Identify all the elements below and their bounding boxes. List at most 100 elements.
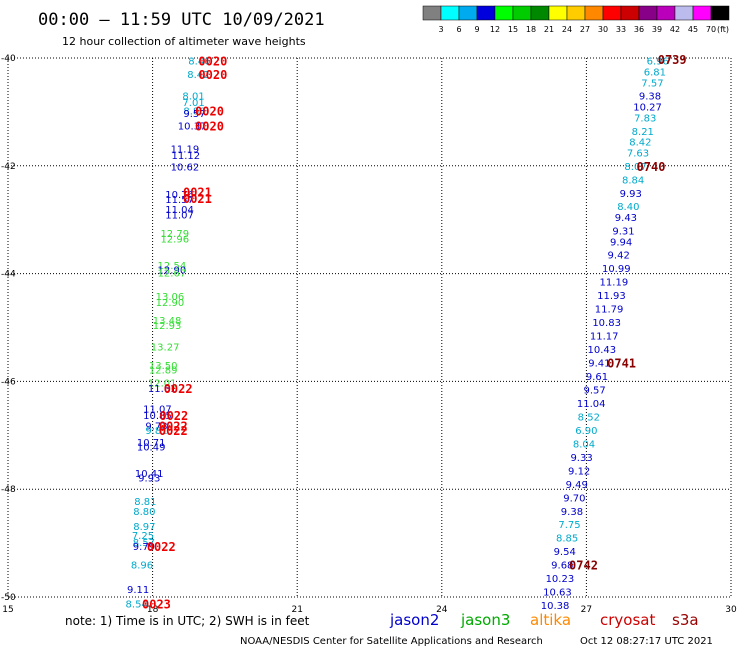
wave-height-label: 9.57	[583, 385, 605, 396]
legend-swatch	[692, 5, 712, 21]
wave-height-label: 11.04	[165, 205, 194, 216]
wave-height-label: 12.90	[156, 298, 185, 309]
legend-label: 3	[438, 25, 443, 34]
wave-height-label: 13.27	[151, 342, 180, 353]
wave-height-label: 8.40	[617, 202, 639, 213]
wave-height-label: 9.70	[563, 493, 585, 504]
legend-swatch	[476, 5, 496, 21]
wave-height-label: 8.42	[629, 138, 651, 149]
satellite-name: jason2	[389, 611, 439, 629]
wave-height-label: 9.93	[620, 189, 642, 200]
wave-height-label: 7.25	[132, 531, 154, 542]
wave-height-label: 9.11	[127, 585, 149, 596]
plot-border	[7, 57, 732, 598]
wave-height-label: 10.41	[135, 469, 164, 480]
wave-height-label: 9.31	[612, 226, 634, 237]
legend-swatch	[638, 5, 658, 21]
legend-label: (ft)	[717, 25, 729, 34]
x-tick-label: 21	[291, 605, 302, 615]
wave-height-label: 7.63	[627, 148, 649, 159]
pass-time-label: 0020	[198, 68, 227, 82]
wave-height-label: 12.67	[158, 269, 187, 280]
wave-height-label: 12.93	[153, 321, 182, 332]
wave-height-label: 9.42	[608, 251, 630, 262]
pass-time-label: 0022	[147, 540, 176, 554]
wave-height-label: 9.57	[183, 109, 205, 120]
pass-time-label: 0021	[183, 186, 212, 200]
wave-height-label: 9.93	[138, 473, 160, 484]
timestamp-text: Oct 12 08:27:17 UTC 2021	[580, 636, 713, 647]
x-tick-label: 30	[725, 605, 737, 615]
wave-height-label: 8.85	[556, 534, 578, 545]
legend-swatch	[710, 5, 730, 21]
wave-height-label: 9.73	[145, 422, 167, 433]
wave-height-label: 13.50	[149, 361, 178, 372]
wave-height-label: 11.79	[595, 305, 624, 316]
pass-time-label: 0739	[658, 53, 687, 67]
legend-label: 30	[598, 25, 608, 34]
wave-height-label: 8.97	[133, 522, 155, 533]
wave-height-label: 6.96	[647, 57, 669, 68]
y-tick-label: -46	[1, 377, 16, 387]
wave-height-label: 9.81	[145, 426, 167, 437]
wave-height-label: 11.19	[600, 278, 629, 289]
wave-height-label: 8.84	[622, 175, 644, 186]
wave-height-label: 8.07	[624, 162, 646, 173]
wave-height-label: 8.96	[131, 561, 153, 572]
legend-label: 15	[508, 25, 518, 34]
wave-height-label: 8.01	[182, 92, 204, 103]
wave-height-label: 8.04	[573, 439, 595, 450]
wave-height-label: 12.96	[160, 235, 189, 246]
wave-height-label: 8.46	[188, 57, 210, 68]
x-tick-label: 27	[581, 605, 592, 615]
wave-height-label: 10.99	[602, 264, 631, 275]
wave-height-label: 11.12	[172, 151, 201, 162]
wave-height-label: 8.52	[578, 412, 600, 423]
wave-height-label: 13.06	[156, 292, 185, 303]
wave-height-label: 9.68	[551, 561, 573, 572]
wave-height-label: 7.57	[641, 78, 663, 89]
legend-label: 42	[670, 25, 680, 34]
wave-height-label: 10.38	[541, 601, 570, 612]
footnote: note: 1) Time is in UTC; 2) SWH is in fe…	[65, 614, 310, 628]
wave-height-label: 9.61	[586, 372, 608, 383]
legend-label: 6	[456, 25, 461, 34]
wave-height-label: 8.54	[126, 599, 148, 610]
wave-height-label: 9.79	[133, 542, 155, 553]
wave-height-label: 9.43	[615, 213, 637, 224]
pass-time-label: 0021	[183, 192, 212, 206]
legend-label: 39	[652, 25, 662, 34]
wave-height-label: 10.37	[178, 121, 207, 132]
y-tick-label: -50	[1, 593, 16, 603]
pass-time-label: 0022	[159, 409, 188, 423]
wave-height-label: 11.57	[165, 195, 194, 206]
wave-height-label: 12.01	[148, 378, 177, 389]
legend-swatch	[458, 5, 478, 21]
legend-label: 12	[490, 25, 500, 34]
wave-height-label: 8.81	[134, 497, 156, 508]
legend-swatch	[422, 5, 442, 21]
legend-label: 36	[634, 25, 644, 34]
legend-swatch	[674, 5, 694, 21]
wave-height-label: 11.61	[148, 384, 177, 395]
wave-height-label: 12.79	[160, 229, 189, 240]
legend-label: 70	[706, 25, 716, 34]
pass-time-label: 0022	[159, 424, 188, 438]
legend-swatch	[512, 5, 532, 21]
legend-label: 24	[562, 25, 572, 34]
wave-height-values: 8.468.428.017.018.809.5710.3711.1911.121…	[126, 57, 669, 612]
legend-label: 27	[580, 25, 590, 34]
legend-swatch	[548, 5, 568, 21]
legend-label: 33	[616, 25, 626, 34]
pass-time-label: 0742	[569, 559, 598, 573]
wave-height-label: 12.90	[158, 265, 187, 276]
wave-height-label: 12.89	[149, 366, 178, 377]
satellite-name: jason3	[460, 611, 510, 629]
grid-lines	[8, 58, 731, 597]
wave-height-label: 8.57	[133, 538, 155, 549]
wave-height-label: 10.76	[165, 190, 194, 201]
y-tick-label: -42	[1, 162, 16, 172]
wave-height-label: 9.33	[570, 453, 592, 464]
